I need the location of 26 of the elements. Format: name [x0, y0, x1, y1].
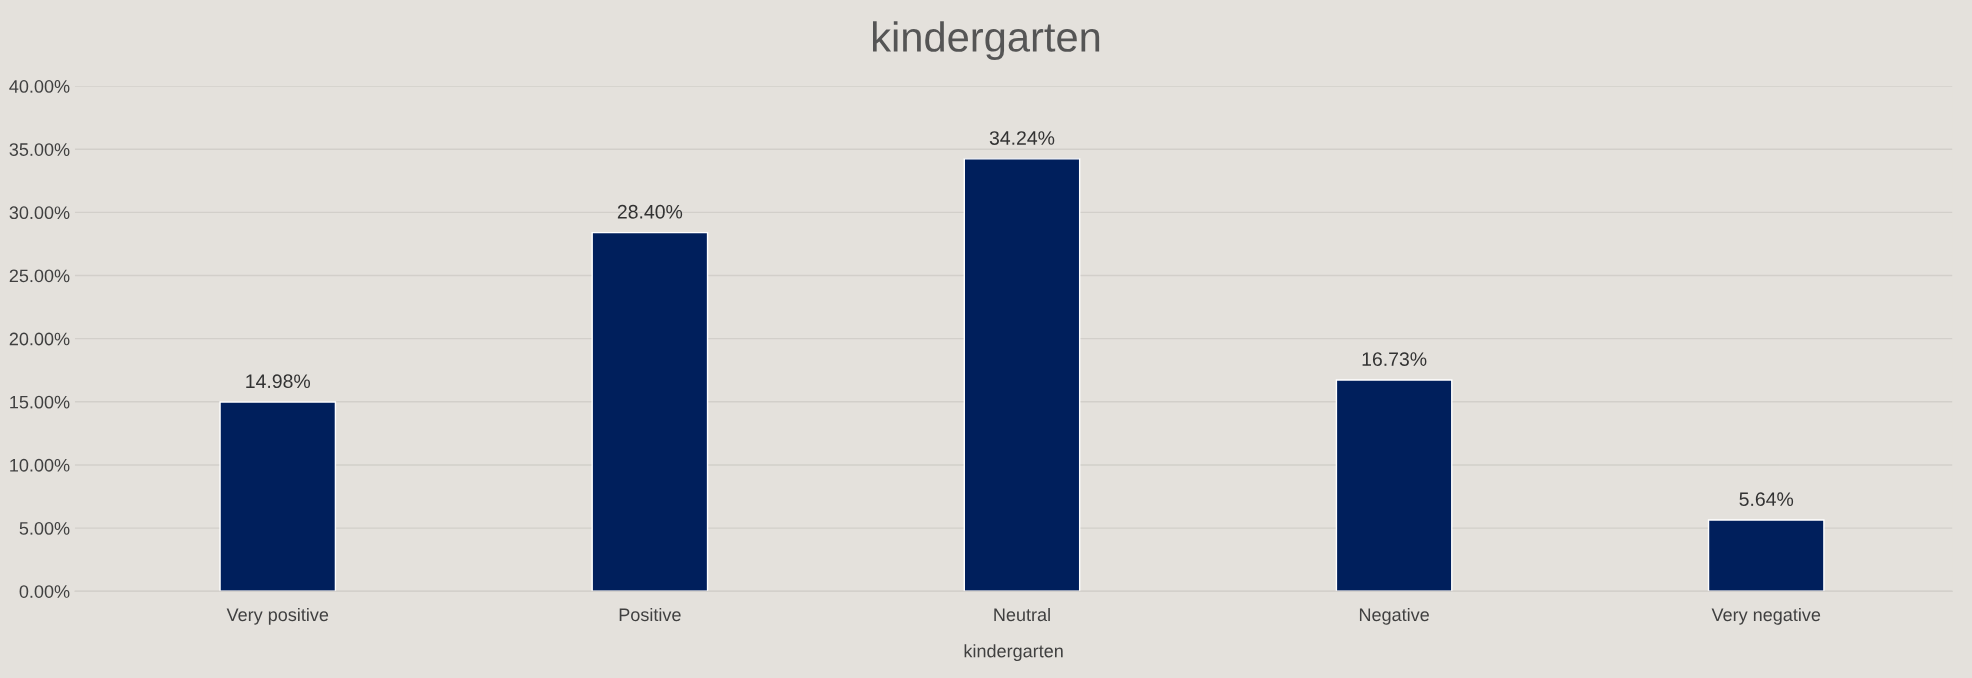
chart-title: kindergarten	[873, 21, 1100, 61]
x-tick-label: Very positive	[226, 607, 329, 625]
bar	[591, 231, 709, 592]
x-tick-label: Negative	[1359, 607, 1429, 625]
y-tick-label: 25.00%	[9, 269, 70, 283]
data-label: 5.64%	[1739, 492, 1794, 507]
bar	[1335, 379, 1453, 592]
bar	[219, 401, 337, 592]
y-tick-label: 15.00%	[10, 395, 70, 409]
y-tick-label: 10.00%	[10, 458, 70, 472]
data-label: 14.98%	[246, 374, 311, 389]
bar	[1707, 519, 1825, 592]
y-tick-label: 30.00%	[9, 206, 70, 220]
x-tick-label: Very negative	[1711, 607, 1821, 625]
y-tick-label: 20.00%	[9, 332, 70, 346]
y-tick-label: 0.00%	[19, 585, 70, 598]
data-label: 34.24%	[989, 131, 1055, 145]
y-tick-label: 35.00%	[9, 143, 70, 156]
data-label: 16.73%	[1362, 352, 1427, 367]
x-tick-label: Neutral	[994, 607, 1050, 622]
bar	[963, 158, 1081, 592]
y-tick-label: 5.00%	[19, 522, 70, 535]
x-tick-label: Positive	[619, 607, 681, 622]
data-label: 28.40%	[617, 204, 683, 219]
x-axis-title: kindergarten	[964, 644, 1063, 661]
y-tick-label: 40.00%	[9, 80, 70, 93]
